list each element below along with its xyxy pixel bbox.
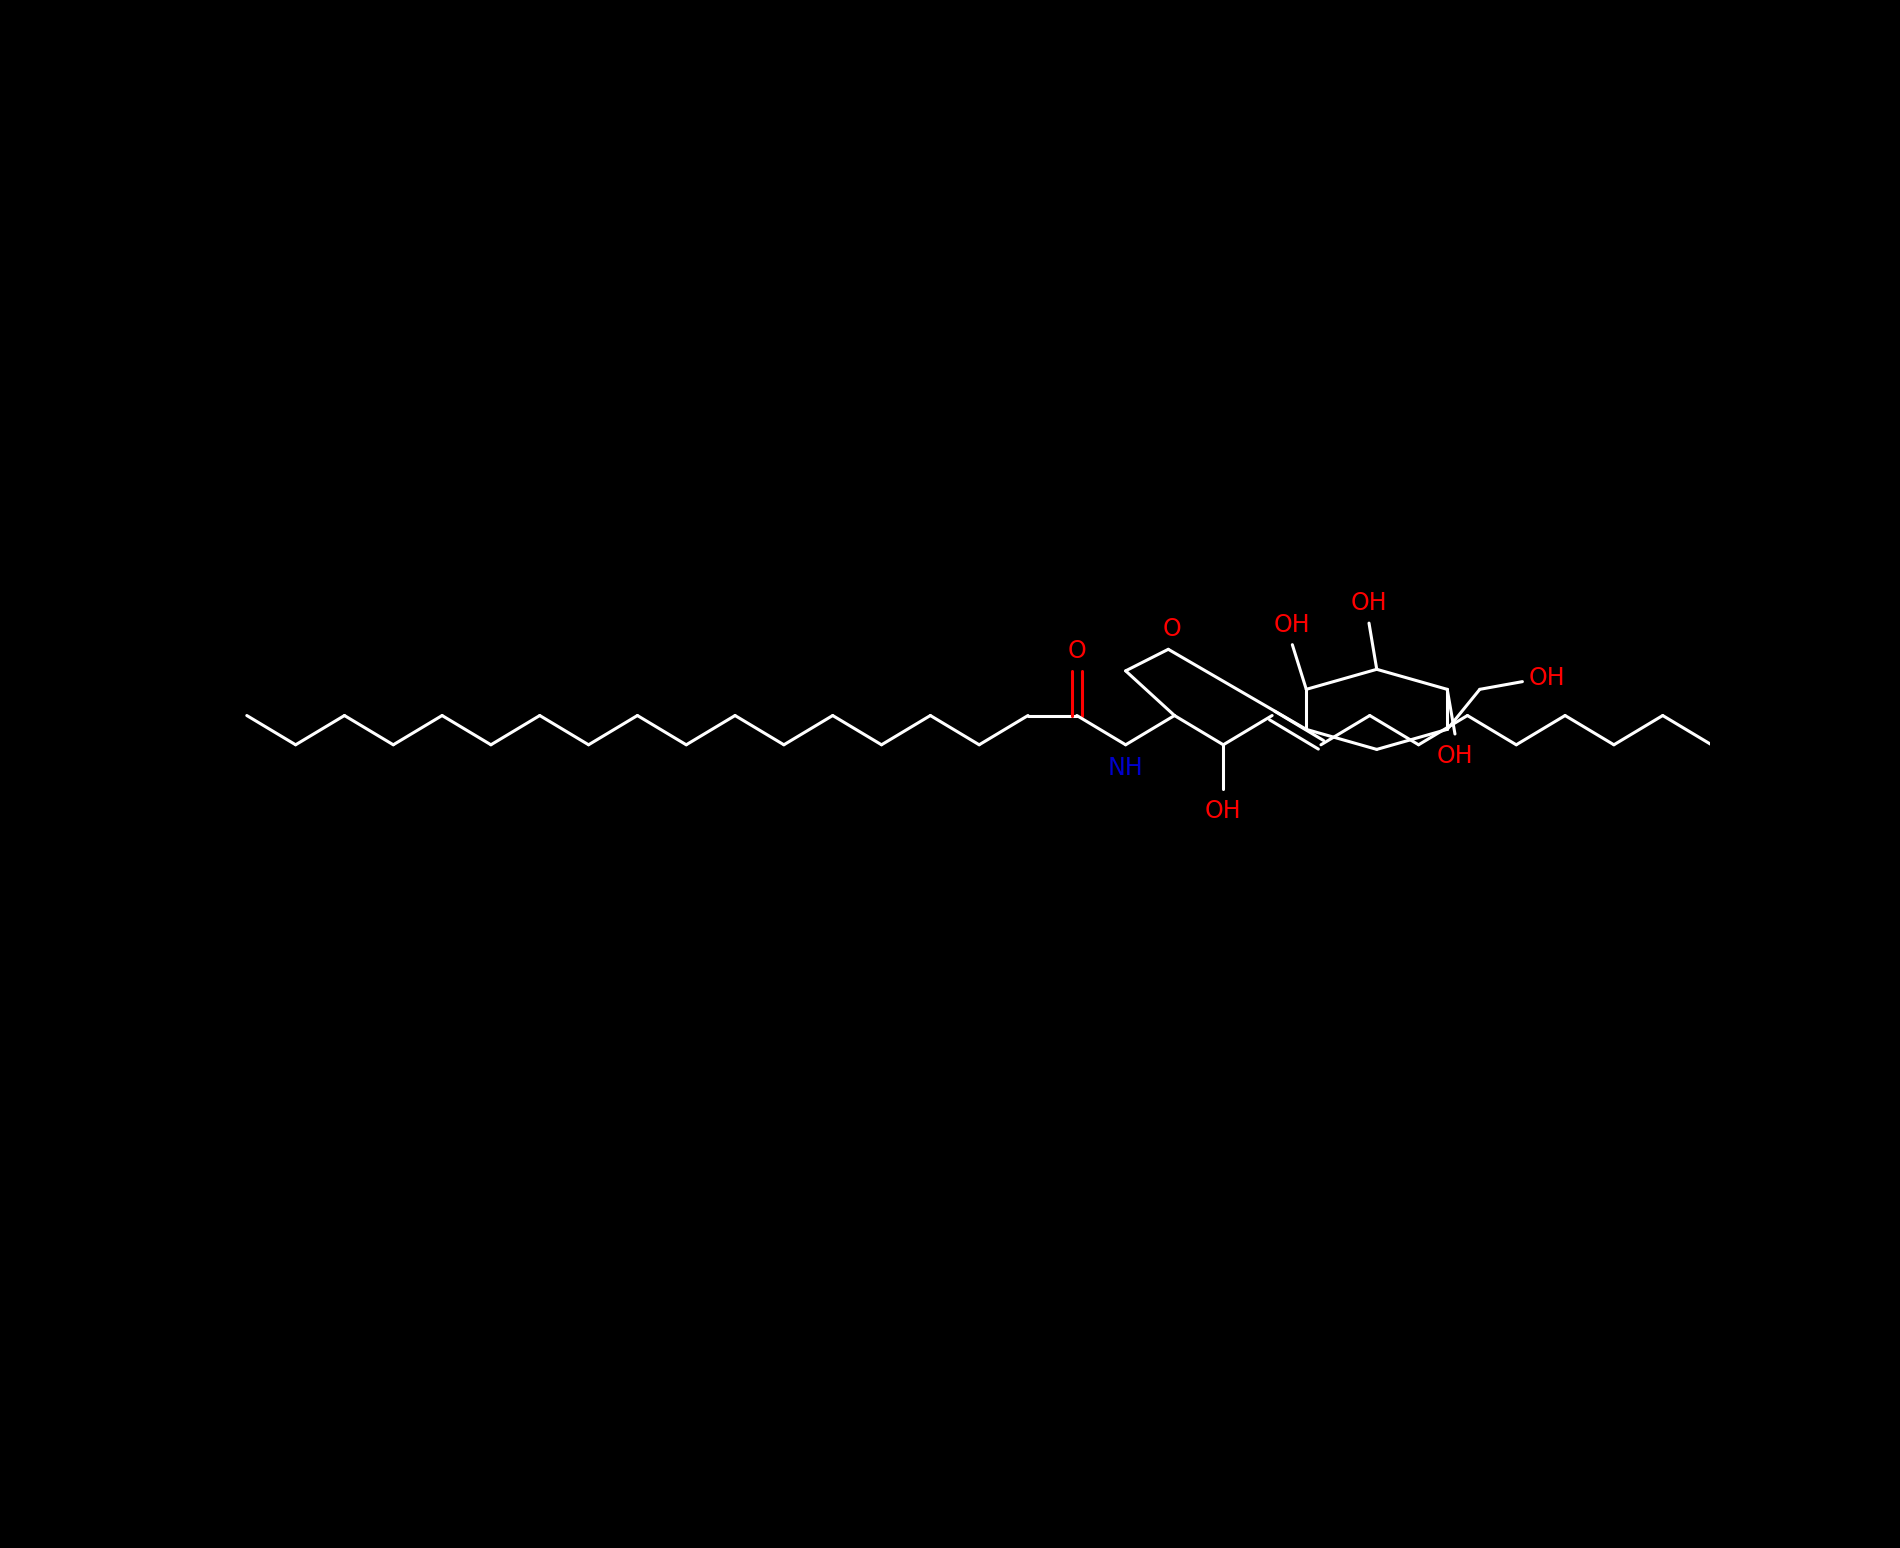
Text: OH: OH: [1275, 613, 1311, 636]
Text: OH: OH: [1351, 591, 1387, 615]
Text: OH: OH: [1205, 799, 1241, 824]
Text: O: O: [1068, 639, 1087, 663]
Text: NH: NH: [1108, 755, 1144, 780]
Text: OH: OH: [1530, 666, 1566, 690]
Text: O: O: [1163, 618, 1182, 641]
Text: OH: OH: [1436, 743, 1473, 768]
